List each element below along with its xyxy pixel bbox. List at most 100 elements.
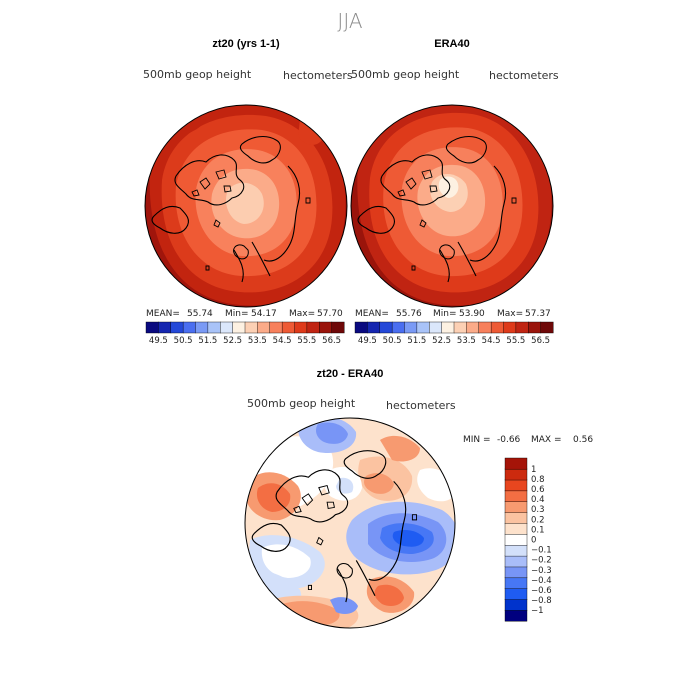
diff-panel-variable-label: 500mb geop height: [247, 397, 356, 410]
diff-colorbar-tick: 1: [531, 465, 536, 475]
left-colorbar-tick: 50.5: [174, 336, 193, 346]
colorbar-swatch: [207, 321, 221, 334]
colorbar-swatch: [170, 321, 184, 334]
diff-max-label: MAX =: [531, 435, 562, 445]
right-mean-label: MEAN=: [355, 309, 389, 319]
colorbar-swatch: [504, 457, 528, 470]
left-min-value: 54.17: [251, 309, 277, 319]
right-colorbar: [354, 321, 554, 334]
left-colorbar-ticks: 49.5 50.5 51.5 52.5 53.5 54.5 55.5 56.5: [149, 336, 341, 346]
colorbar-swatch: [504, 588, 528, 600]
diff-min-value: -0.66: [497, 435, 521, 445]
right-max-label: Max=: [497, 309, 523, 319]
colorbar-swatch: [504, 490, 528, 502]
diff-colorbar-tick: 0.6: [531, 485, 545, 495]
left-colorbar-tick: 55.5: [297, 336, 316, 346]
left-min-label: Min=: [225, 309, 249, 319]
diff-colorbar-tick: 0.3: [531, 505, 545, 515]
diff-colorbar-tick: 0.2: [531, 515, 545, 525]
right-stats: MEAN= 55.76 Min= 53.90 Max= 57.37: [355, 309, 551, 319]
left-colorbar-tick: 56.5: [322, 336, 341, 346]
colorbar-swatch: [269, 321, 283, 334]
right-colorbar-tick: 49.5: [358, 336, 377, 346]
left-polar-map: [145, 105, 347, 307]
left-colorbar-tick: 53.5: [248, 336, 267, 346]
colorbar-swatch: [503, 321, 517, 334]
diff-colorbar-ticks: −1 −0.8 −0.6 −0.4 −0.3 −0.2 −0.1 0 0.1 0…: [531, 465, 552, 616]
diff-colorbar-tick: −0.1: [531, 546, 552, 556]
diff-colorbar-tick: 0.4: [531, 495, 545, 505]
colorbar-swatch: [429, 321, 443, 334]
left-stats: MEAN= 55.74 Min= 54.17 Max= 57.70: [146, 309, 343, 319]
right-panel-units-label: hectometers: [489, 69, 559, 82]
colorbar-swatch: [354, 321, 368, 334]
colorbar-swatch: [453, 321, 467, 334]
left-colorbar-tick: 49.5: [149, 336, 168, 346]
right-colorbar-tick: 51.5: [407, 336, 426, 346]
diff-colorbar-tick: −0.4: [531, 576, 552, 586]
left-max-value: 57.70: [317, 309, 343, 319]
colorbar-swatch: [281, 321, 296, 334]
colorbar-swatch: [367, 321, 381, 334]
right-mean-value: 55.76: [396, 309, 422, 319]
colorbar-swatch: [416, 321, 430, 334]
diff-max-value: 0.56: [573, 435, 593, 445]
diff-colorbar-tick: −1: [531, 606, 544, 616]
colorbar-swatch: [504, 501, 528, 513]
right-colorbar-tick: 56.5: [531, 336, 550, 346]
colorbar-swatch: [504, 566, 528, 579]
colorbar-swatch: [319, 321, 333, 334]
left-panel-units-label: hectometers: [283, 69, 353, 82]
right-colorbar-ticks: 49.5 50.5 51.5 52.5 53.5 54.5 55.5 56.5: [358, 336, 550, 346]
left-colorbar-tick: 51.5: [198, 336, 217, 346]
left-colorbar: [145, 321, 345, 334]
colorbar-swatch: [528, 321, 542, 334]
colorbar-swatch: [441, 321, 455, 334]
right-panel-variable-label: 500mb geop height: [351, 68, 460, 81]
diff-map-border: [244, 417, 456, 629]
diff-colorbar-tick: 0.1: [531, 525, 545, 535]
colorbar-swatch: [504, 577, 528, 589]
colorbar-swatch: [306, 321, 320, 334]
left-colorbar-tick: 54.5: [273, 336, 292, 346]
right-min-value: 53.90: [459, 309, 485, 319]
left-panel-title: zt20 (yrs 1-1): [212, 38, 280, 50]
diff-colorbar-tick: 0.8: [531, 475, 545, 485]
diff-colorbar-tick: −0.2: [531, 556, 552, 566]
left-mean-label: MEAN=: [146, 309, 180, 319]
colorbar-swatch: [379, 321, 393, 334]
colorbar-swatch: [195, 321, 209, 334]
right-panel-title: ERA40: [434, 38, 469, 50]
colorbar-swatch: [331, 321, 345, 334]
left-panel-variable-label: 500mb geop height: [143, 68, 252, 81]
colorbar-swatch: [504, 544, 528, 557]
right-colorbar-tick: 55.5: [506, 336, 525, 346]
right-colorbar-tick: 50.5: [383, 336, 402, 346]
colorbar-swatch: [504, 512, 528, 524]
colorbar-swatch: [504, 599, 528, 611]
right-polar-map: [351, 105, 553, 307]
right-colorbar-tick: 54.5: [482, 336, 501, 346]
right-max-value: 57.37: [525, 309, 551, 319]
colorbar-swatch: [232, 321, 246, 334]
colorbar-swatch: [220, 321, 234, 334]
colorbar-swatch: [244, 321, 258, 334]
colorbar-swatch: [504, 555, 528, 568]
colorbar-swatch: [504, 468, 528, 481]
colorbar-swatch: [294, 321, 308, 334]
colorbar-swatch: [504, 533, 528, 546]
colorbar-swatch: [391, 321, 406, 334]
colorbar-swatch: [404, 321, 418, 334]
right-colorbar-tick: 53.5: [457, 336, 476, 346]
diff-colorbar-tick: −0.6: [531, 586, 552, 596]
diff-panel-title: zt20 - ERA40: [317, 368, 384, 380]
right-map-border: [350, 104, 554, 308]
colorbar-swatch: [182, 321, 197, 334]
colorbar-swatch: [540, 321, 554, 334]
colorbar-swatch: [490, 321, 505, 334]
diff-stats: MIN = -0.66 MAX = 0.56: [463, 435, 593, 445]
left-map-border: [144, 104, 348, 308]
colorbar-swatch: [515, 321, 529, 334]
